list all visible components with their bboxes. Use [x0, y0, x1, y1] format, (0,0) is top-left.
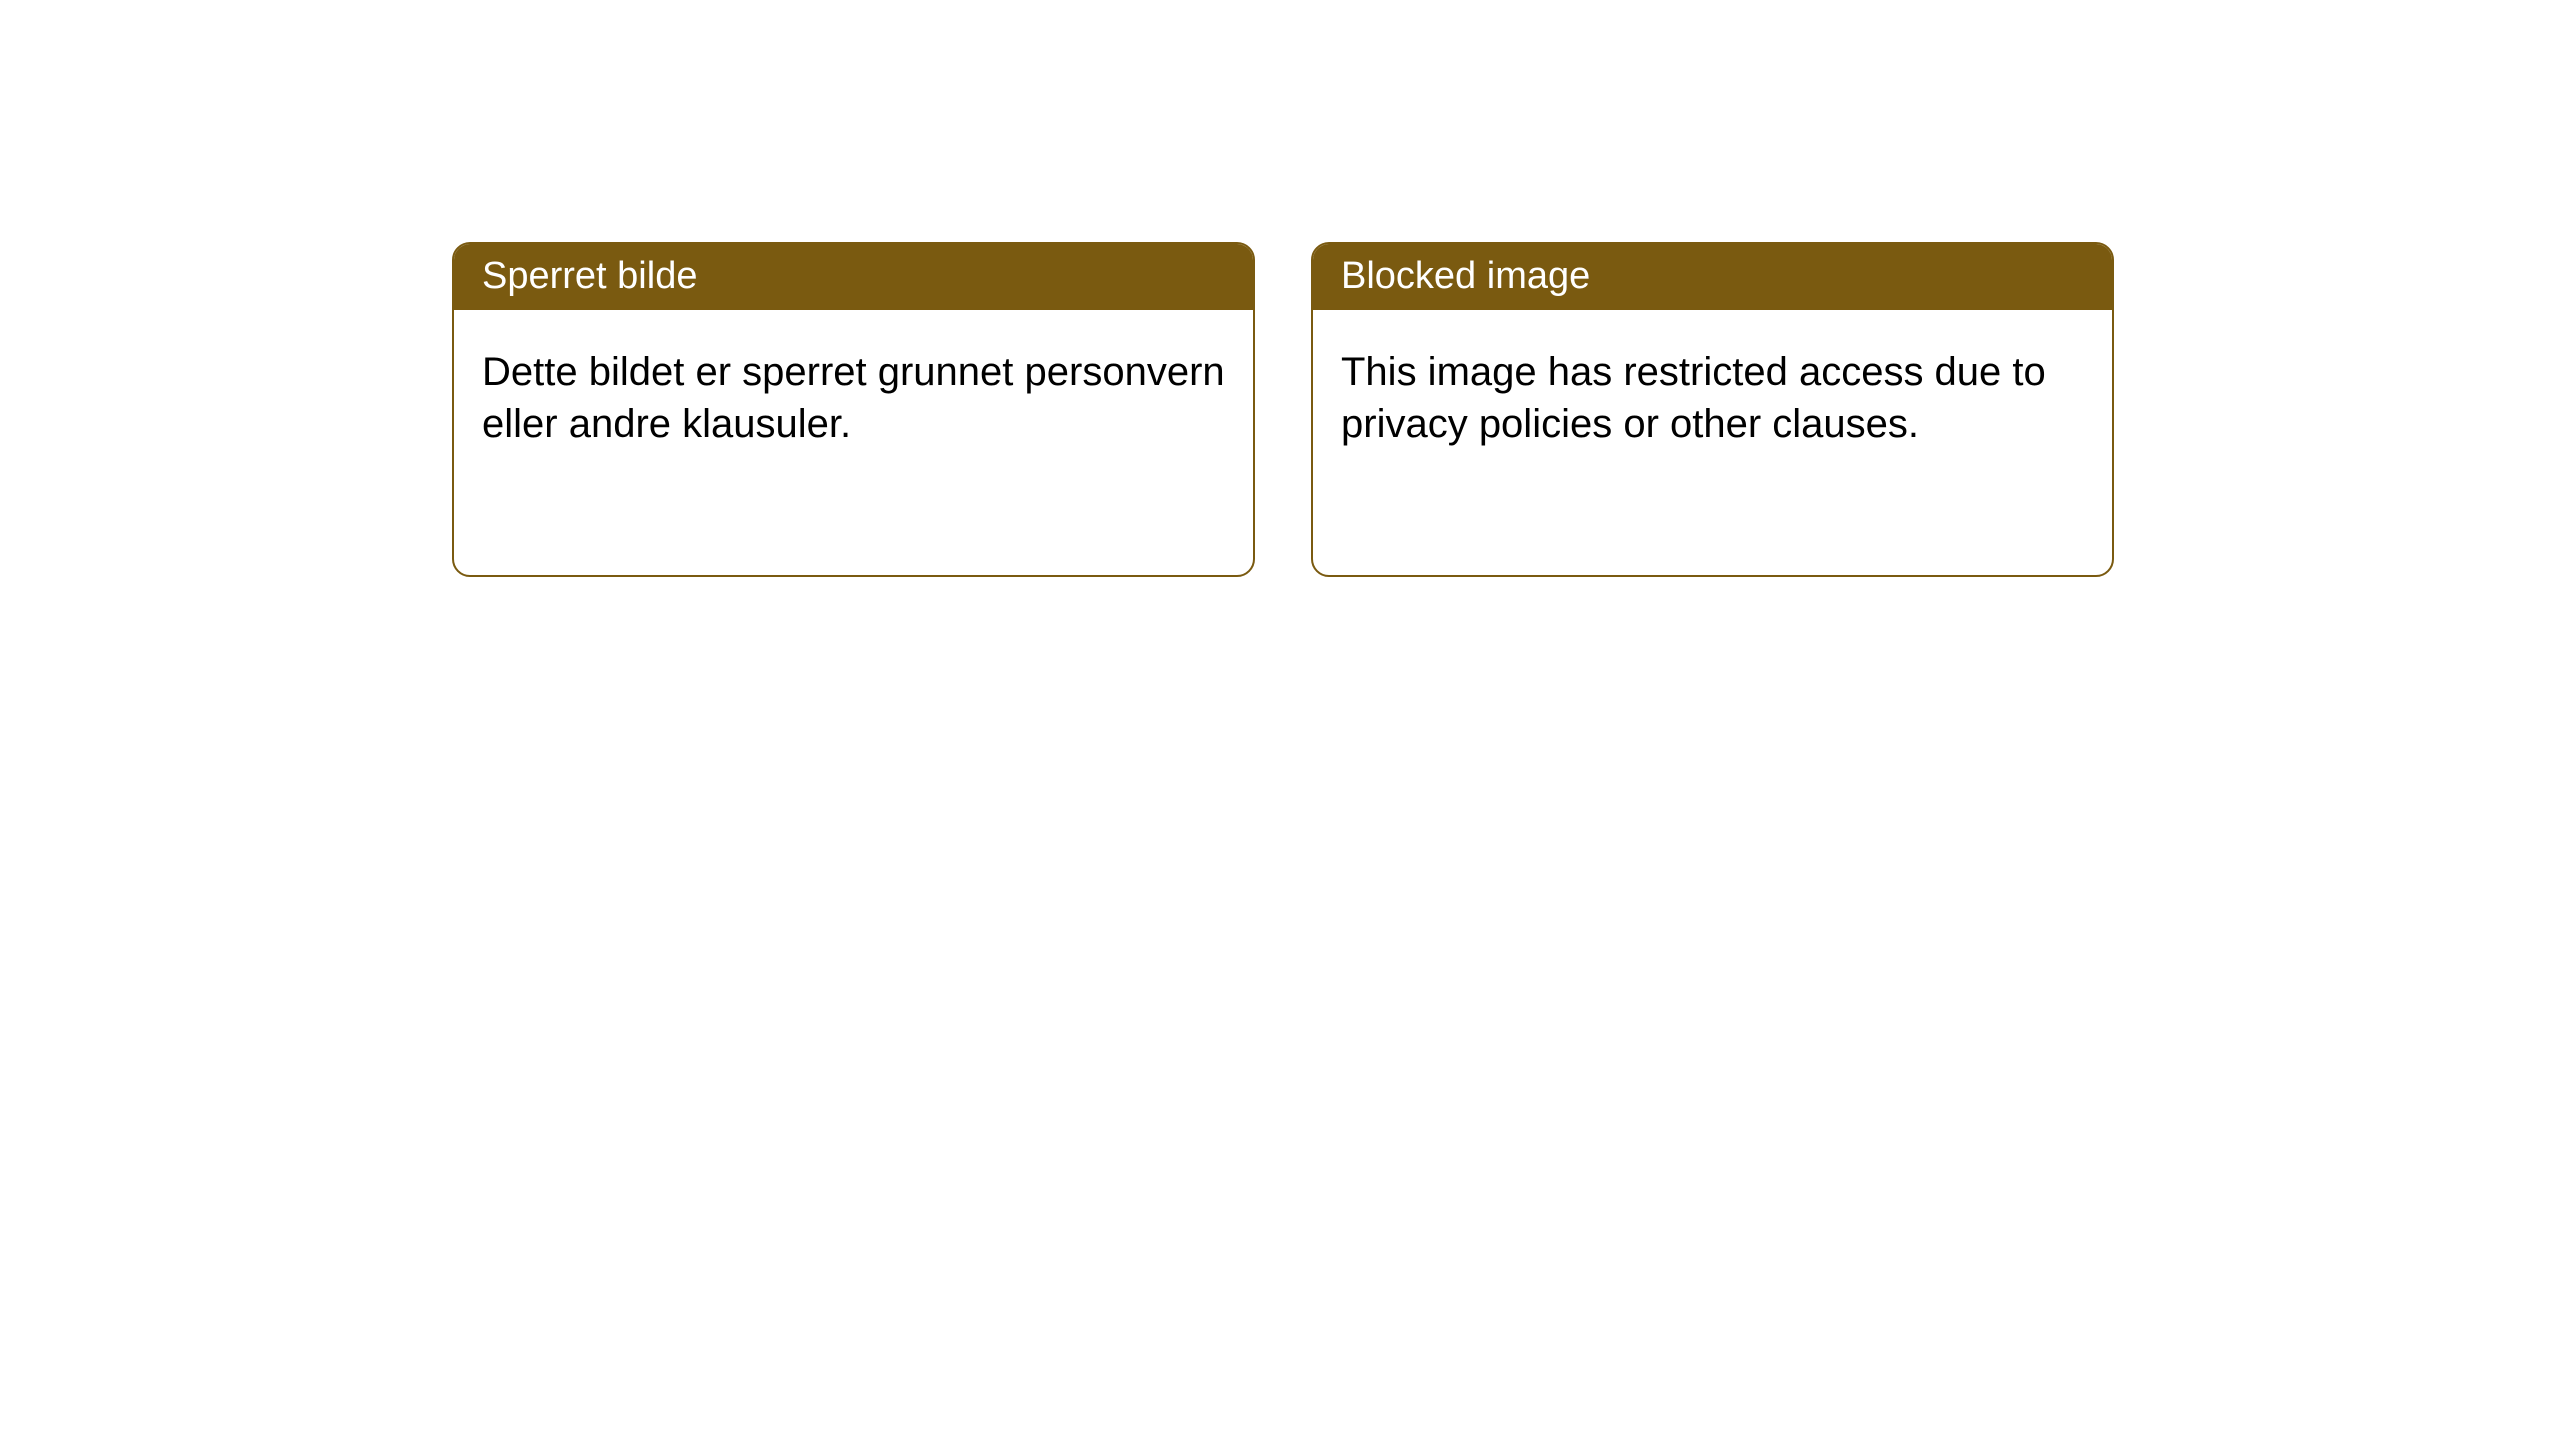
notice-body-norwegian: Dette bildet er sperret grunnet personve… — [454, 310, 1253, 478]
notice-container: Sperret bilde Dette bildet er sperret gr… — [0, 0, 2560, 577]
notice-title-english: Blocked image — [1313, 244, 2112, 310]
notice-title-norwegian: Sperret bilde — [454, 244, 1253, 310]
notice-card-norwegian: Sperret bilde Dette bildet er sperret gr… — [452, 242, 1255, 577]
notice-card-english: Blocked image This image has restricted … — [1311, 242, 2114, 577]
notice-body-english: This image has restricted access due to … — [1313, 310, 2112, 478]
